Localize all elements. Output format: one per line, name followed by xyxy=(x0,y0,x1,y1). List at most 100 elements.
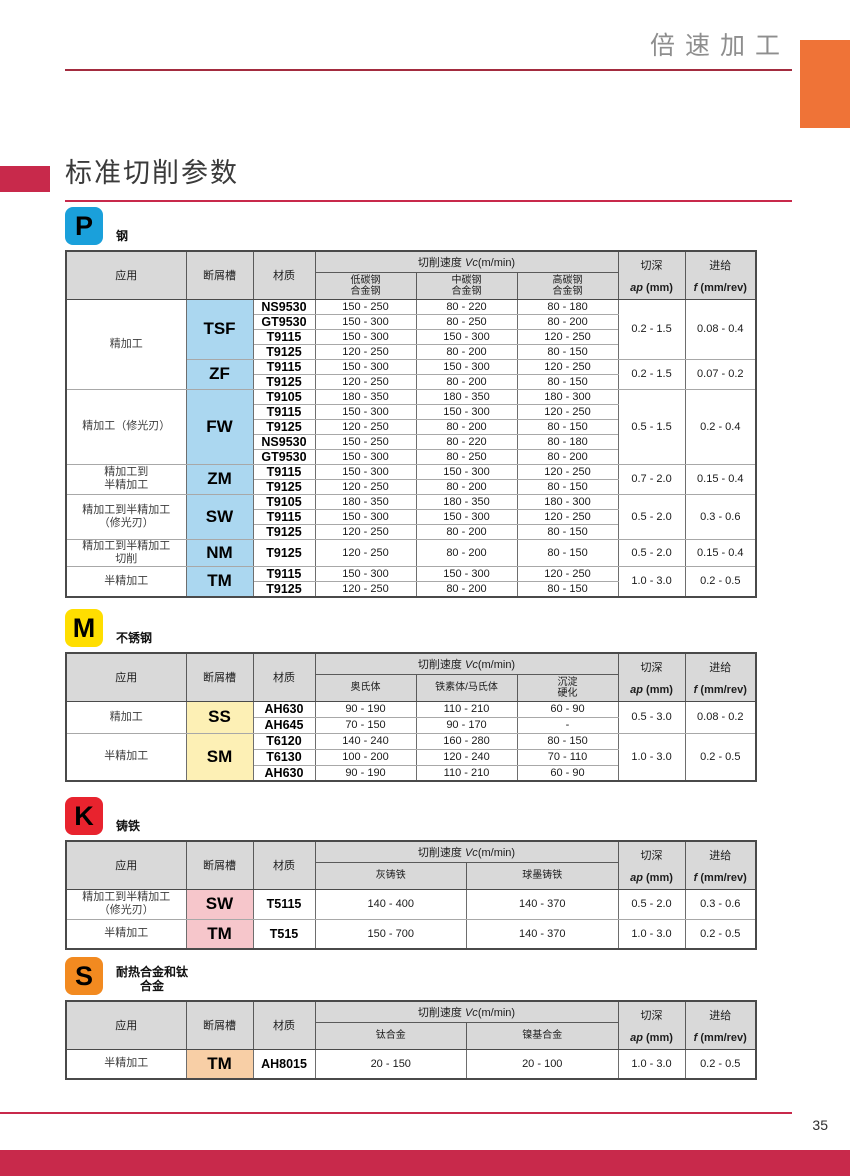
cutting-speed-cell: 120 - 240 xyxy=(415,748,518,766)
chipbreaker-cell: ZF xyxy=(185,358,254,390)
cutting-speed-cell: 120 - 250 xyxy=(516,328,619,345)
cutting-speed-cell: 20 - 150 xyxy=(314,1048,467,1080)
depth-cell: 1.0 - 3.0 xyxy=(617,1048,686,1080)
chipbreaker-cell: ZM xyxy=(185,463,254,495)
material-cell: T9115 xyxy=(252,508,316,525)
cutting-speed-cell: 150 - 300 xyxy=(415,403,518,420)
table-row: T6130 100 - 200 120 - 240 70 - 110 xyxy=(66,748,756,766)
application-cell: 精加工到半精加工 切削 xyxy=(65,538,187,567)
cutting-speed-cell: 150 - 300 xyxy=(314,463,417,480)
cutting-parameters-table-stainless: 应用 断屑槽 材质 切削速度 Vc(m/min) 切深 ap (mm) 进给 f (mm/re… xyxy=(65,652,758,782)
application-cell: 精加工（修光刃） xyxy=(65,388,187,465)
col-header-material: 材质 xyxy=(252,250,316,300)
section-header: K 铸铁 xyxy=(65,797,757,835)
cutting-speed-cell: 150 - 300 xyxy=(314,328,417,345)
feed-cell: 0.2 - 0.5 xyxy=(684,732,757,782)
col-header-cutting-speed: 切削速度 Vc(m/min) xyxy=(314,652,619,675)
cutting-speed-cell: 70 - 150 xyxy=(314,716,417,734)
application-cell: 精加工到 半精加工 xyxy=(65,463,187,495)
cutting-speed-cell: 180 - 300 xyxy=(516,493,619,510)
cutting-parameters-table-superalloy: 应用 断屑槽 材质 切削速度 Vc(m/min) 切深 ap (mm) 进给 f (mm/re… xyxy=(65,1000,757,1080)
cutting-speed-cell: 120 - 250 xyxy=(516,463,619,480)
cutting-speed-cell: 150 - 300 xyxy=(415,508,518,525)
material-cell: NS9530 xyxy=(252,433,316,450)
col-header-feed: 进给 f (mm/rev) xyxy=(684,1000,757,1050)
section-stainless: M 不锈钢 应用 断屑槽 材质 切削速度 Vc(m/min) 切深 ap (mm) 进给 f … xyxy=(65,609,758,782)
cutting-speed-cell: 90 - 190 xyxy=(314,764,417,782)
title-accent-bar xyxy=(0,166,50,192)
cutting-speed-cell: 150 - 250 xyxy=(314,433,417,450)
cutting-speed-cell: - xyxy=(516,716,619,734)
table-row: T9125 120 - 250 80 - 200 80 - 150 xyxy=(66,343,756,360)
application-cell: 精加工 xyxy=(65,298,187,390)
title-underline xyxy=(65,200,792,202)
cutting-speed-cell: 120 - 250 xyxy=(314,538,417,567)
col-subheader-workpiece: 铁素体/马氏体 xyxy=(415,673,518,702)
depth-cell: 0.5 - 3.0 xyxy=(617,700,686,734)
cutting-speed-cell: 80 - 200 xyxy=(516,448,619,465)
cutting-speed-cell: 150 - 700 xyxy=(314,918,467,950)
cutting-speed-cell: 80 - 180 xyxy=(516,298,619,315)
cutting-speed-cell: 150 - 300 xyxy=(314,358,417,375)
material-cell: T9115 xyxy=(252,403,316,420)
section-steel: P 钢 应用 断屑槽 材质 切削速度 Vc(m/min) 切深 ap (mm) 进给 f (m… xyxy=(65,207,758,598)
cutting-speed-cell: 80 - 150 xyxy=(516,538,619,567)
depth-cell: 0.5 - 1.5 xyxy=(617,388,686,465)
cutting-speed-cell: 180 - 350 xyxy=(415,493,518,510)
section-label: 钢 xyxy=(116,229,129,243)
material-cell: T9105 xyxy=(252,493,316,510)
cutting-speed-cell: 80 - 200 xyxy=(415,373,518,390)
cutting-speed-cell: 80 - 200 xyxy=(415,523,518,540)
col-subheader-workpiece: 灰铸铁 xyxy=(314,861,467,890)
cutting-parameters-table-steel: 应用 断屑槽 材质 切削速度 Vc(m/min) 切深 ap (mm) 进给 f (mm/re… xyxy=(65,250,758,598)
application-cell: 精加工到半精加工 （修光刃） xyxy=(65,493,187,540)
cutting-speed-cell: 120 - 250 xyxy=(516,403,619,420)
chipbreaker-cell: SW xyxy=(185,888,254,920)
table-row: T9125 120 - 250 80 - 200 80 - 150 xyxy=(66,373,756,390)
cutting-speed-cell: 150 - 300 xyxy=(415,463,518,480)
feed-cell: 0.08 - 0.2 xyxy=(684,700,757,734)
cutting-speed-cell: 150 - 300 xyxy=(415,358,518,375)
table-header: 应用 断屑槽 材质 切削速度 Vc(m/min) 切深 ap (mm) 进给 f (mm/re… xyxy=(65,1000,757,1050)
chipbreaker-cell: SS xyxy=(185,700,254,734)
cutting-speed-cell: 110 - 210 xyxy=(415,764,518,782)
table-row: NS9530 150 - 250 80 - 220 80 - 180 xyxy=(66,433,756,450)
chipbreaker-cell: FW xyxy=(185,388,254,465)
cutting-speed-cell: 140 - 240 xyxy=(314,732,417,750)
cutting-speed-cell: 80 - 200 xyxy=(415,478,518,495)
header-divider xyxy=(65,69,792,71)
chipbreaker-cell: TM xyxy=(185,1048,254,1080)
col-header-cutting-speed: 切削速度 Vc(m/min) xyxy=(314,250,619,273)
col-header-depth: 切深 ap (mm) xyxy=(617,250,686,300)
col-header-feed: 进给 f (mm/rev) xyxy=(684,250,757,300)
footer-accent-bar xyxy=(0,1150,850,1176)
cutting-speed-cell: 150 - 300 xyxy=(314,565,417,582)
table-row: AH645 70 - 150 90 - 170- xyxy=(66,716,756,734)
section-label: 耐热合金和钛 合金 xyxy=(116,965,189,993)
material-cell: GT9530 xyxy=(252,448,316,465)
iso-s-badge: S xyxy=(65,957,103,995)
col-subheader-workpiece: 高碳钢 合金钢 xyxy=(516,271,619,300)
material-cell: T9115 xyxy=(252,565,316,582)
section-label: 铸铁 xyxy=(116,819,141,833)
material-cell: T9115 xyxy=(252,328,316,345)
cutting-speed-cell: 80 - 250 xyxy=(415,313,518,330)
depth-cell: 0.5 - 2.0 xyxy=(617,493,686,540)
cutting-speed-cell: 180 - 350 xyxy=(314,388,417,405)
col-subheader-workpiece: 球墨铸铁 xyxy=(466,861,619,890)
cutting-speed-cell: 80 - 220 xyxy=(415,298,518,315)
feed-cell: 0.2 - 0.5 xyxy=(684,565,757,597)
chipbreaker-cell: SM xyxy=(185,732,254,782)
table-row: 半精加工 TM AH8015 20 - 150 20 - 100 1.0 - 3.0 0.2… xyxy=(65,1048,757,1080)
iso-m-badge: M xyxy=(65,609,103,647)
feed-cell: 0.15 - 0.4 xyxy=(684,463,757,495)
col-header-material: 材质 xyxy=(252,840,316,890)
table-row: 半精加工 TM T515 150 - 700 140 - 370 1.0 - 3.0 0.2… xyxy=(65,918,757,950)
page-header-title: 倍速加工 xyxy=(649,32,790,60)
col-header-cutting-speed: 切削速度 Vc(m/min) xyxy=(314,840,619,863)
col-header-feed: 进给 f (mm/rev) xyxy=(684,652,757,702)
section-superalloy: S 耐热合金和钛 合金 应用 断屑槽 材质 切削速度 Vc(m/min) 切深 ap (m… xyxy=(65,957,757,1080)
cutting-speed-cell: 80 - 200 xyxy=(415,538,518,567)
col-header-application: 应用 xyxy=(65,250,187,300)
cutting-speed-cell: 80 - 150 xyxy=(516,523,619,540)
